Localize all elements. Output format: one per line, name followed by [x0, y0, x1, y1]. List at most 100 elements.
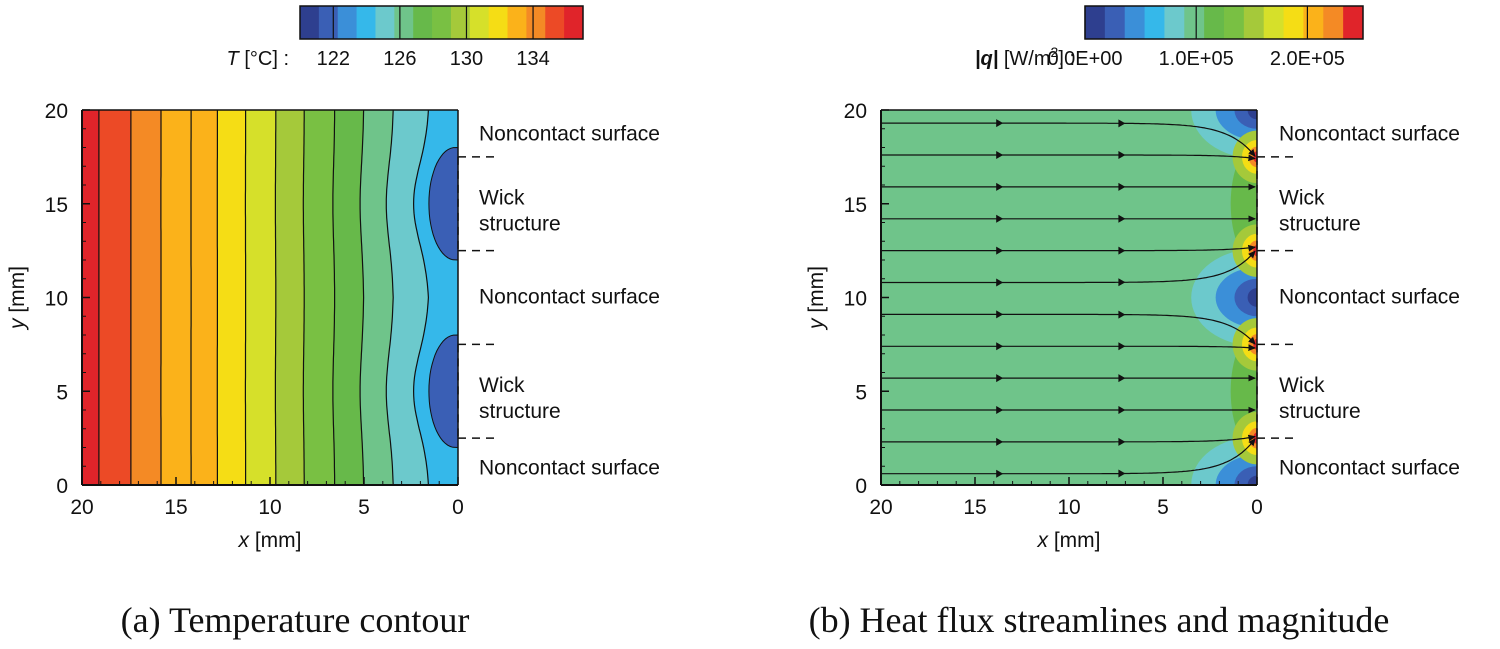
streamline-arrow — [996, 310, 1004, 319]
flux-field — [881, 110, 1257, 485]
colorbar-swatch — [413, 6, 433, 39]
surface-annotation: Wick — [479, 374, 525, 397]
colorbar-tick-label: 134 — [516, 48, 549, 70]
colorbar-swatch — [356, 6, 376, 39]
x-tick-label: 5 — [1157, 496, 1169, 519]
contour-band — [191, 110, 218, 485]
y-axis-unit: [mm] — [805, 266, 828, 319]
streamline-arrow — [996, 374, 1004, 383]
colorbar-swatch — [1283, 6, 1304, 39]
surface-annotation: Noncontact surface — [479, 123, 660, 146]
colorbar-swatch — [394, 6, 414, 39]
colorbar-swatch — [488, 6, 509, 39]
wick-bracket — [457, 156, 496, 252]
colorbar-swatch — [1323, 6, 1344, 39]
streamline-arrow — [996, 151, 1004, 160]
contour-band — [360, 110, 394, 485]
streamline-arrow — [1118, 182, 1126, 191]
x-tick-label: 5 — [358, 496, 370, 519]
contour-line — [332, 110, 336, 485]
colorbar-swatch — [1243, 6, 1265, 39]
colorbar-swatch — [1263, 6, 1285, 39]
x-axis-label: x [mm] — [1037, 529, 1101, 552]
x-tick-label: 10 — [1057, 496, 1080, 519]
contour-line — [359, 110, 365, 485]
colorbar-swatch — [1303, 6, 1324, 39]
colorbar-unit-end: ] : — [1058, 48, 1075, 70]
surface-annotation: structure — [1279, 400, 1361, 423]
colorbar-swatch — [1224, 6, 1245, 39]
x-tick-label: 15 — [963, 496, 986, 519]
colorbar-swatch — [1104, 6, 1126, 39]
colorbar-label: T [°C] : — [227, 48, 289, 70]
surface-annotation: Wick — [479, 186, 525, 209]
surface-annotation: Wick — [1279, 186, 1325, 209]
streamline-arrow — [1118, 310, 1126, 319]
panel-caption: (b) Heat flux streamlines and magnitude — [809, 600, 1390, 640]
colorbar-label: |q| [W/m2] : — [975, 44, 1075, 70]
y-axis-label: y [mm] — [6, 266, 29, 331]
colorbar-swatch — [432, 6, 452, 39]
colorbar-var: T — [227, 48, 245, 70]
flux-low — [1247, 475, 1257, 485]
colorbar-swatch — [545, 6, 565, 39]
streamline-arrow — [1118, 406, 1126, 414]
streamline-arrow — [996, 182, 1004, 191]
colorbar-swatch — [1204, 6, 1225, 39]
streamline-arrow — [996, 437, 1004, 446]
y-axis-var: y — [6, 317, 29, 331]
streamline-arrow — [996, 246, 1004, 255]
cold-lobe — [428, 334, 458, 449]
streamline-arrow — [996, 278, 1004, 287]
wick-bracket — [1256, 156, 1295, 252]
wick-bracket — [1256, 343, 1295, 439]
streamline — [881, 244, 1256, 252]
streamline-arrow — [1118, 278, 1126, 287]
contour-band — [275, 110, 305, 485]
panel-caption: (a) Temperature contour — [121, 600, 470, 640]
y-axis-unit: [mm] — [6, 266, 29, 319]
colorbar-unit-sup: 2 — [1051, 44, 1059, 60]
streamline — [881, 313, 1256, 345]
contour-line — [302, 110, 305, 485]
y-tick-label: 10 — [844, 288, 867, 311]
streamline-arrow — [1118, 214, 1126, 223]
x-axis-unit: [mm] — [249, 529, 302, 552]
surface-annotation: Noncontact surface — [1279, 123, 1460, 146]
cold-lobe — [428, 146, 458, 261]
colorbar-swatch — [375, 6, 395, 39]
colorbar-tick-label: 130 — [450, 48, 483, 70]
contour-band — [160, 110, 192, 485]
y-tick-label: 5 — [56, 381, 68, 404]
streamline — [881, 154, 1256, 162]
contour-line — [412, 110, 430, 485]
streamline-arrow — [1118, 119, 1126, 128]
y-tick-label: 10 — [45, 288, 68, 311]
streamline-arrow — [996, 342, 1004, 351]
contour-band — [245, 110, 276, 485]
flux-low — [1247, 288, 1257, 307]
colorbar-swatch — [300, 6, 320, 39]
contour-band — [332, 110, 364, 485]
colorbar-tick-label: 122 — [317, 48, 350, 70]
colorbar-swatch — [1343, 6, 1364, 39]
y-tick-label: 15 — [844, 194, 867, 217]
colorbar-swatch — [1184, 6, 1205, 39]
y-axis-var: y — [805, 317, 828, 331]
wick-bracket — [457, 343, 496, 439]
surface-annotation: Noncontact surface — [1279, 286, 1460, 309]
streamline — [881, 344, 1256, 352]
contour-band — [217, 110, 246, 485]
colorbar-swatch — [1124, 6, 1146, 39]
y-tick-label: 20 — [844, 100, 867, 123]
streamline-arrow — [996, 469, 1004, 478]
colorbar-border — [299, 5, 584, 40]
streamline-arrow — [1118, 374, 1126, 383]
streamline-arrow — [1118, 246, 1126, 255]
surface-annotation: structure — [479, 213, 561, 236]
x-tick-label: 0 — [1251, 496, 1263, 519]
y-tick-label: 20 — [45, 100, 68, 123]
contour-band — [386, 110, 429, 485]
flux-low — [1234, 278, 1257, 317]
